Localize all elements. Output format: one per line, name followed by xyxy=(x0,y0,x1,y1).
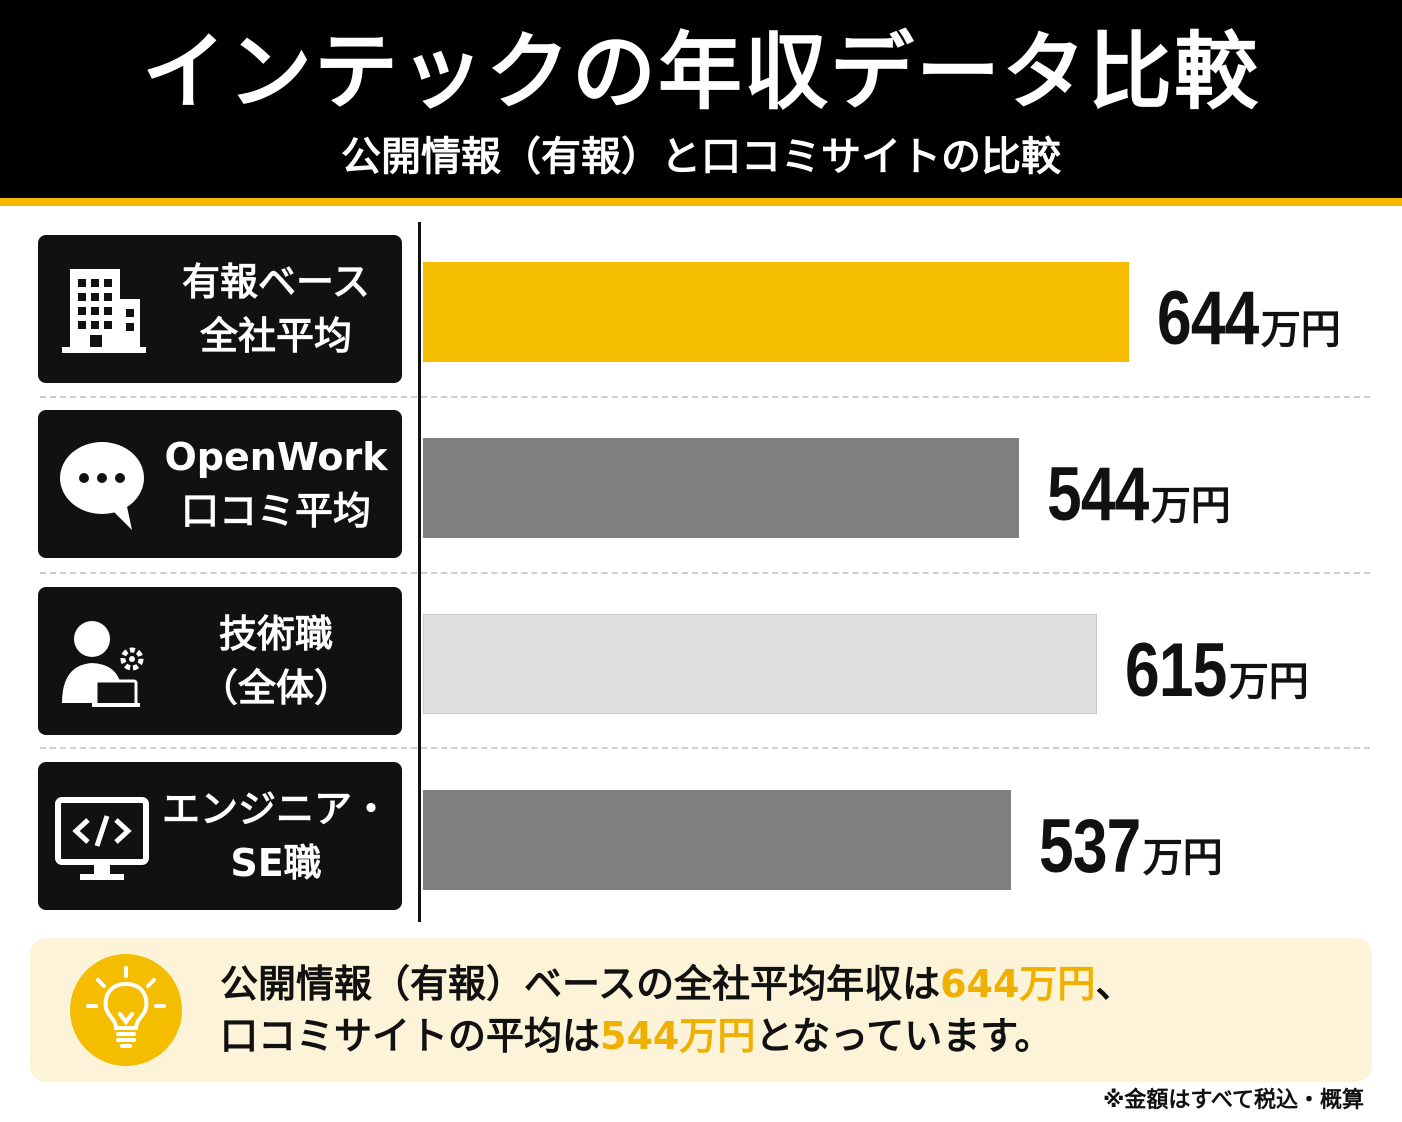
summary-text-segment: 、 xyxy=(1095,962,1134,1006)
summary-text-segment: 口コミサイトの平均は xyxy=(220,1014,601,1058)
bar-value-number: 537 xyxy=(1039,804,1141,889)
code-monitor-icon xyxy=(55,797,149,880)
person-gear-icon xyxy=(62,621,144,707)
category-label-box: 有報ベース 全社平均 xyxy=(38,235,402,383)
chat-bubble-icon xyxy=(60,442,144,530)
category-label-line: （全体） xyxy=(199,666,352,710)
bar-value-unit: 万円 xyxy=(1142,835,1223,881)
summary-highlight: 544万円 xyxy=(600,1014,756,1058)
bar-value-unit: 万円 xyxy=(1260,307,1341,353)
header-accent-stripe xyxy=(0,198,1402,206)
bar-value-label: 615 万円 xyxy=(1125,614,1309,714)
building-icon xyxy=(62,269,146,353)
category-label: 技術職 （全体） xyxy=(156,587,396,735)
bar-value-label: 644 万円 xyxy=(1157,262,1341,362)
category-label-box: OpenWork 口コミ平均 xyxy=(38,410,402,558)
bar-value-number: 544 xyxy=(1047,452,1149,537)
category-label-line: OpenWork xyxy=(164,435,388,479)
summary-line: 公開情報（有報）ベースの全社平均年収は644万円、 xyxy=(220,958,1350,1010)
bar xyxy=(423,790,1011,890)
row-divider xyxy=(40,396,1370,398)
page-title: インテックの年収データ比較 xyxy=(141,23,1260,121)
category-label: エンジニア・ SE職 xyxy=(156,762,396,910)
row-divider xyxy=(40,747,1370,749)
footnote: ※金額はすべて税込・概算 xyxy=(1103,1088,1364,1113)
bar-value-unit: 万円 xyxy=(1228,659,1309,705)
bar xyxy=(423,438,1019,538)
bar xyxy=(423,614,1097,714)
category-label-line: 全社平均 xyxy=(199,314,352,358)
summary-text: 公開情報（有報）ベースの全社平均年収は644万円、 口コミサイトの平均は544万… xyxy=(220,958,1350,1062)
summary-highlight: 644万円 xyxy=(940,962,1096,1006)
category-label-line: SE職 xyxy=(230,841,322,885)
header-banner: インテックの年収データ比較 公開情報（有報）と口コミサイトの比較 xyxy=(0,0,1402,198)
bar-value-label: 544 万円 xyxy=(1047,438,1231,538)
page-subtitle: 公開情報（有報）と口コミサイトの比較 xyxy=(341,134,1061,180)
bar-value-label: 537 万円 xyxy=(1039,790,1223,890)
category-label-line: エンジニア・ xyxy=(161,787,390,831)
bar xyxy=(423,262,1129,362)
row-divider xyxy=(40,572,1370,574)
lightbulb-icon xyxy=(70,954,182,1066)
category-label: 有報ベース 全社平均 xyxy=(156,235,396,383)
bar-value-number: 644 xyxy=(1157,276,1259,361)
category-label-box: 技術職 （全体） xyxy=(38,587,402,735)
category-label-line: 有報ベース xyxy=(181,260,371,304)
summary-note: 公開情報（有報）ベースの全社平均年収は644万円、 口コミサイトの平均は544万… xyxy=(30,938,1372,1082)
bar-value-unit: 万円 xyxy=(1150,483,1231,529)
summary-line: 口コミサイトの平均は544万円となっています。 xyxy=(220,1010,1350,1062)
category-label-line: 技術職 xyxy=(218,612,333,656)
bar-value-number: 615 xyxy=(1125,628,1227,713)
category-label-box: エンジニア・ SE職 xyxy=(38,762,402,910)
category-label: OpenWork 口コミ平均 xyxy=(156,410,396,558)
summary-text-segment: となっています。 xyxy=(755,1014,1053,1058)
category-label-line: 口コミ平均 xyxy=(180,489,371,533)
summary-text-segment: 公開情報（有報）ベースの全社平均年収は xyxy=(220,962,941,1006)
